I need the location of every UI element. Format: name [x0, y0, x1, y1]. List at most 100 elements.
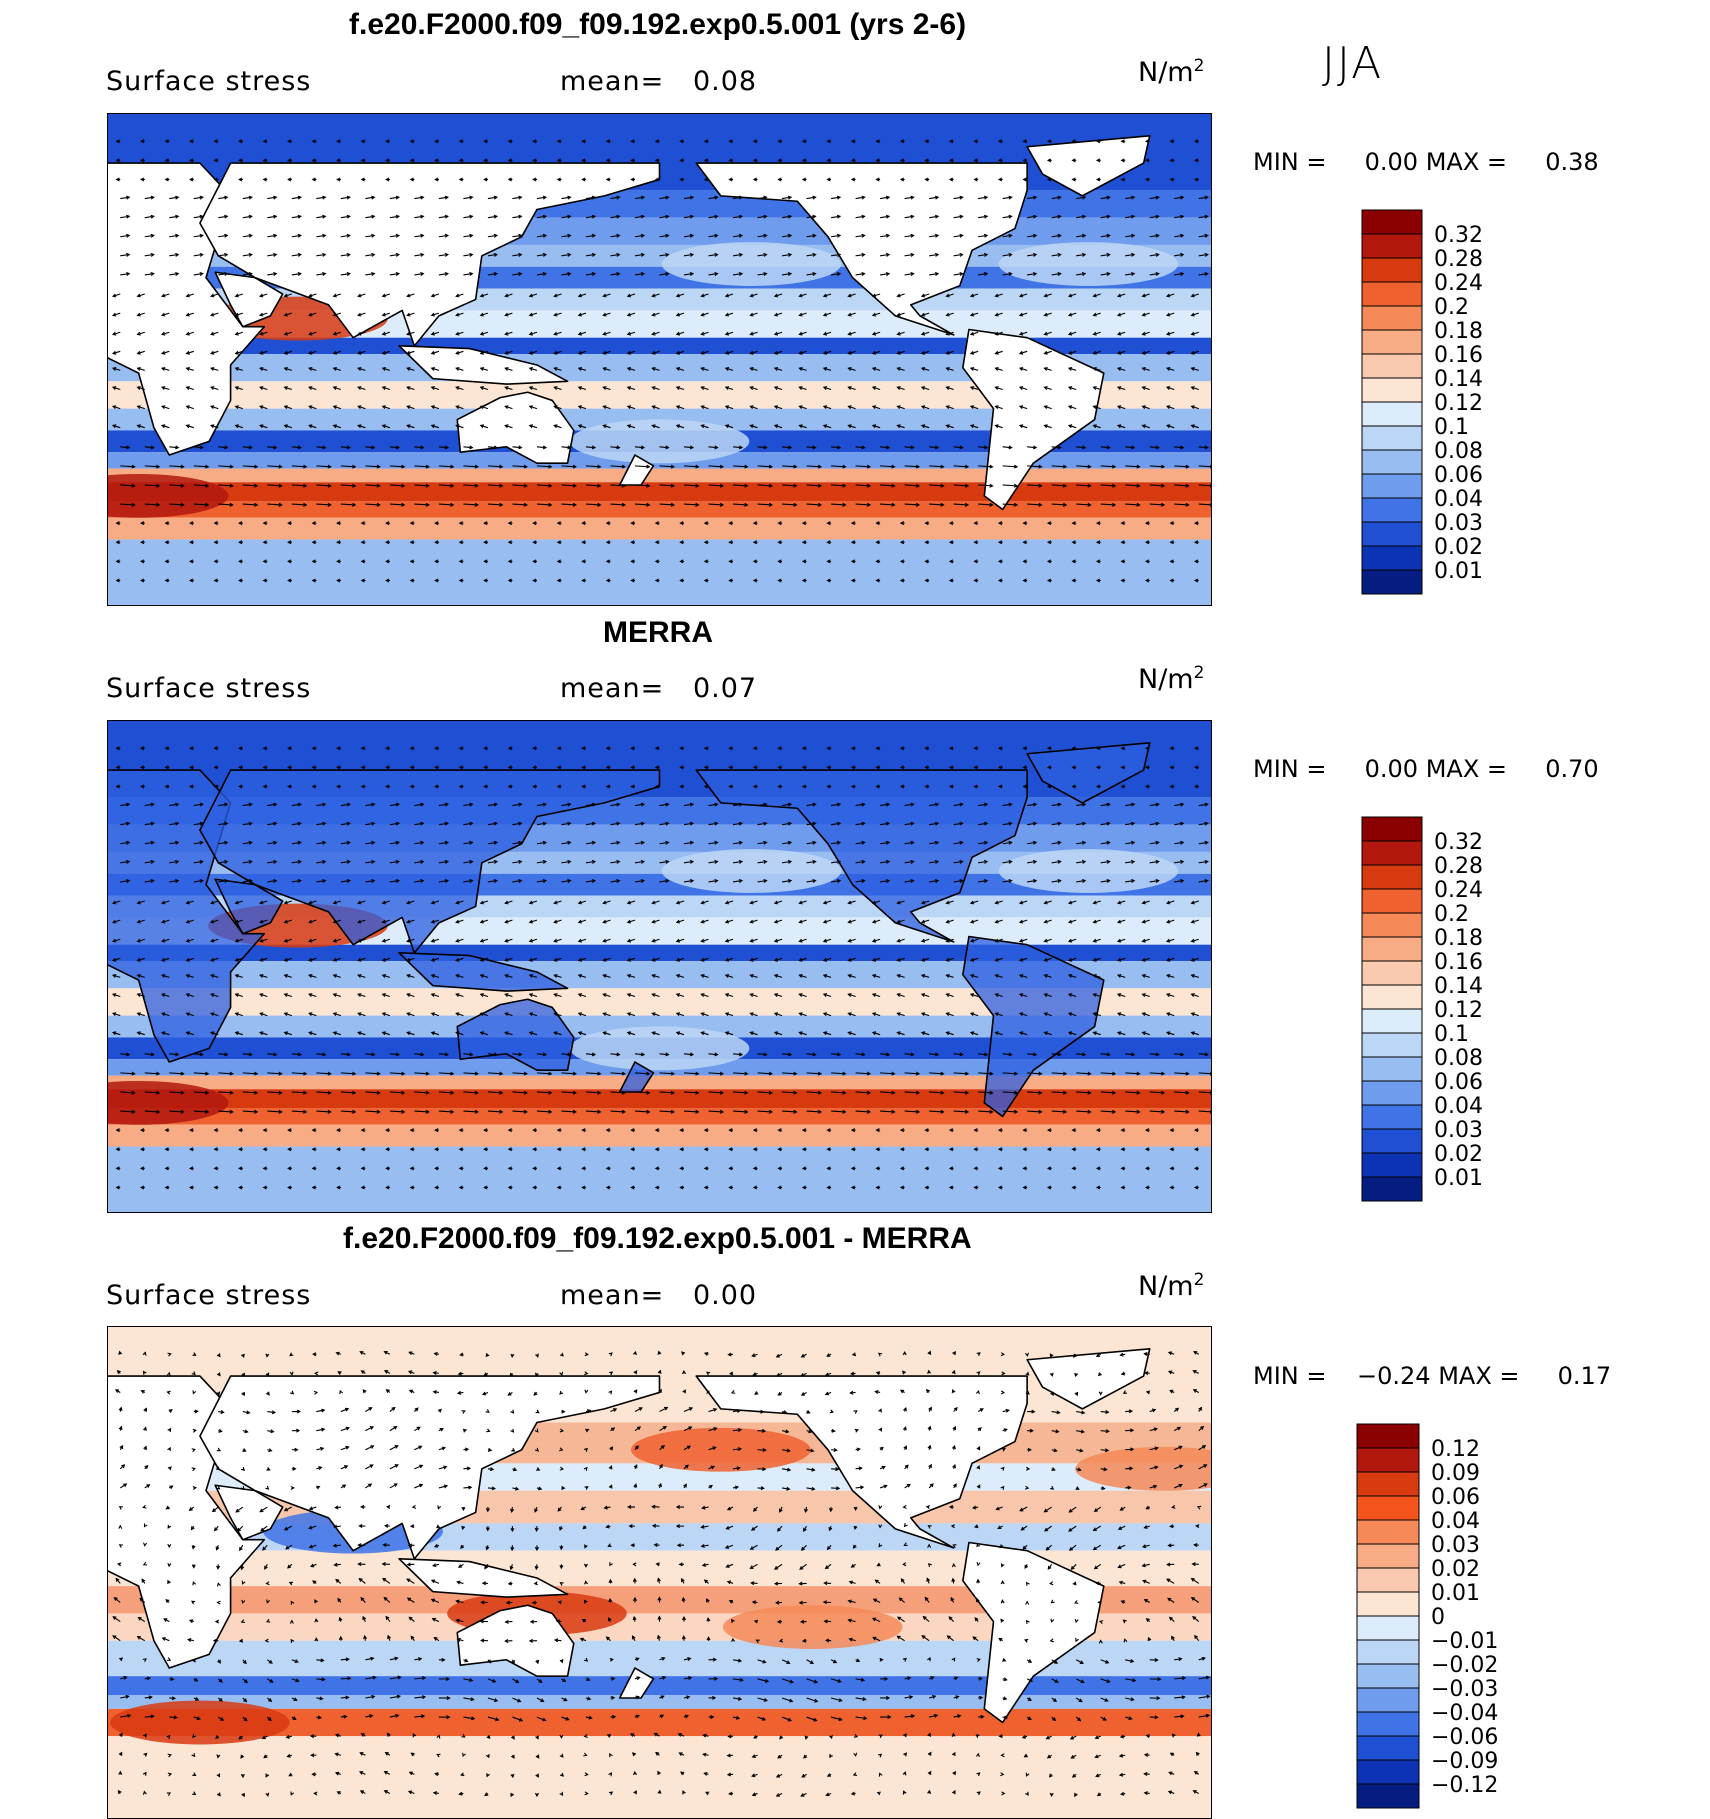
colorbar-swatch: [1362, 1105, 1422, 1129]
colorbar-swatch: [1362, 937, 1422, 961]
colorbar-swatch: [1362, 1129, 1422, 1153]
units-label: N/m2: [1138, 1270, 1204, 1302]
colorbar-swatch: [1362, 282, 1422, 306]
colorbar-swatch: [1362, 258, 1422, 282]
mean-label: mean= 0.08: [560, 66, 757, 97]
colorbar-label: 0.06: [1434, 463, 1483, 488]
map-obs-svg: [108, 721, 1211, 1212]
map-model: [107, 113, 1212, 606]
map-diff-svg: [108, 1327, 1211, 1818]
field-band: [108, 518, 1211, 540]
colorbar-swatch: [1362, 402, 1422, 426]
mean-value: 0.08: [693, 66, 757, 97]
colorbar-swatch: [1362, 570, 1422, 594]
mean-label: mean= 0.00: [560, 1280, 757, 1311]
field-band: [108, 1676, 1211, 1695]
colorbar-swatch: [1362, 234, 1422, 258]
map-diff: [107, 1326, 1212, 1819]
colorbar-swatch: [1362, 474, 1422, 498]
units-label: N/m2: [1138, 56, 1204, 88]
panel-title-model: f.e20.F2000.f09_f09.192.exp0.5.001 (yrs …: [349, 8, 966, 42]
minmax-obs: MIN = 0.00 MAX = 0.70: [1253, 755, 1599, 783]
colorbar-swatch: [1362, 450, 1422, 474]
colorbar-swatch: [1362, 913, 1422, 937]
mean-label: mean= 0.07: [560, 673, 757, 704]
colorbar-swatch: [1362, 522, 1422, 546]
colorbar-swatch: [1362, 841, 1422, 865]
colorbar-label: 0.04: [1434, 1094, 1483, 1119]
units-label: N/m2: [1138, 663, 1204, 695]
map-obs: [107, 720, 1212, 1213]
colorbar-label: 0.02: [1434, 1142, 1483, 1167]
colorbar-swatch: [1362, 1081, 1422, 1105]
colorbar-label: 0.32: [1434, 830, 1483, 855]
mean-value: 0.00: [693, 1280, 757, 1311]
field-anomaly: [570, 419, 750, 463]
colorbar-swatch: [1362, 1153, 1422, 1177]
colorbar-label: 0.12: [1434, 391, 1483, 416]
colorbar-swatch: [1362, 1033, 1422, 1057]
colorbar-label: 0.03: [1434, 511, 1483, 536]
colorbar-swatch: [1362, 306, 1422, 330]
colorbar-swatch: [1362, 865, 1422, 889]
variable-label: Surface stress: [106, 66, 311, 97]
colorbar-swatch: [1362, 1057, 1422, 1081]
colorbar-swatch: [1362, 1177, 1422, 1201]
colorbar-swatch: [1362, 985, 1422, 1009]
colorbar-swatch: [1362, 330, 1422, 354]
variable-label: Surface stress: [106, 1280, 311, 1311]
map-model-svg: [108, 114, 1211, 605]
field-band: [108, 1125, 1211, 1147]
mean-value: 0.07: [693, 673, 757, 704]
colorbar-label: 0.14: [1434, 974, 1483, 999]
panel-title-obs: MERRA: [603, 616, 713, 650]
colorbar-label: 0.28: [1434, 247, 1483, 272]
colorbar-swatch: [1362, 1009, 1422, 1033]
colorbar-label: 0.24: [1434, 271, 1483, 296]
colorbar-label: 0.01: [1434, 559, 1483, 584]
colorbar-swatch: [1362, 426, 1422, 450]
colorbar-swatch: [1362, 498, 1422, 522]
colorbar-label: 0.16: [1434, 343, 1483, 368]
colorbar-swatch: [1362, 961, 1422, 985]
colorbar-label: 0.1: [1434, 415, 1469, 440]
colorbar-label: 0.14: [1434, 367, 1483, 392]
colorbar-swatch: [1362, 354, 1422, 378]
colorbar-swatch: [1362, 378, 1422, 402]
colorbar-swatch: [1362, 889, 1422, 913]
colorbar-label: 0.04: [1434, 487, 1483, 512]
colorbar-label: 0.12: [1434, 998, 1483, 1023]
colorbar-label: 0.02: [1434, 535, 1483, 560]
field-anomaly: [723, 1605, 903, 1649]
field-anomaly: [999, 849, 1179, 893]
colorbar-label: 0.06: [1434, 1070, 1483, 1095]
field-band: [108, 469, 1211, 483]
field-band: [108, 1695, 1211, 1709]
field-band: [108, 1076, 1211, 1090]
field-band: [108, 501, 1211, 517]
minmax-model: MIN = 0.00 MAX = 0.38: [1253, 148, 1599, 176]
panel-title-diff: f.e20.F2000.f09_f09.192.exp0.5.001 - MER…: [343, 1222, 972, 1256]
field-band: [108, 1736, 1211, 1818]
colorbar-swatch: [1362, 546, 1422, 570]
colorbar-label: 0.24: [1434, 878, 1483, 903]
colorbar-swatch: [1362, 817, 1422, 841]
field-band: [108, 540, 1211, 605]
colorbar-label: 0.16: [1434, 950, 1483, 975]
colorbar-label: 0.03: [1434, 1118, 1483, 1143]
colorbar-label: 0.18: [1434, 319, 1483, 344]
colorbar-label: 0.08: [1434, 439, 1483, 464]
colorbar-label: 0.1: [1434, 1022, 1469, 1047]
colorbar-label: 0.08: [1434, 1046, 1483, 1071]
season-label: JJA: [1322, 38, 1383, 89]
colorbar-label: 0.28: [1434, 854, 1483, 879]
field-anomaly: [570, 1026, 750, 1070]
field-anomaly: [662, 849, 842, 893]
field-anomaly: [662, 242, 842, 286]
field-band: [108, 1108, 1211, 1124]
colorbar-label: 0.2: [1434, 295, 1469, 320]
colorbar-swatch: [1362, 210, 1422, 234]
field-anomaly: [999, 242, 1179, 286]
